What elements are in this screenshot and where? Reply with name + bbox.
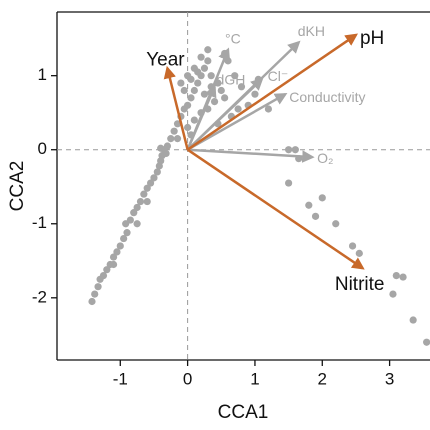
point xyxy=(311,212,320,220)
point xyxy=(140,190,148,198)
point xyxy=(153,168,161,176)
point xyxy=(94,283,102,291)
arrow-label: Cl⁻ xyxy=(268,68,289,84)
point xyxy=(399,273,407,281)
point xyxy=(221,94,229,102)
point xyxy=(130,209,138,217)
arrow-label: Conductivity xyxy=(289,89,365,105)
point xyxy=(88,297,96,306)
point xyxy=(133,220,141,228)
point xyxy=(332,220,340,228)
arrow xyxy=(186,33,359,151)
point xyxy=(143,184,151,192)
point xyxy=(305,201,313,209)
arrow-label: dKH xyxy=(298,23,325,39)
point xyxy=(423,338,430,346)
point xyxy=(231,72,239,80)
x-tick-label: 3 xyxy=(385,369,394,388)
arrow-label: Year xyxy=(146,49,185,70)
point xyxy=(173,120,182,128)
point xyxy=(237,83,246,91)
point xyxy=(204,57,212,65)
arrow xyxy=(186,92,288,151)
arrow-label: O₂ xyxy=(317,150,333,166)
point xyxy=(170,127,178,135)
point xyxy=(285,146,293,154)
point xyxy=(146,179,155,187)
point xyxy=(187,94,195,102)
point xyxy=(173,135,182,143)
point xyxy=(194,79,202,87)
point xyxy=(200,64,209,72)
point xyxy=(194,68,202,76)
y-tick-label: 1 xyxy=(38,65,47,84)
point xyxy=(143,197,151,206)
point xyxy=(355,249,363,257)
point xyxy=(409,316,417,324)
point xyxy=(318,194,326,202)
arrow-label: °C xyxy=(225,30,241,46)
x-tick-label: -1 xyxy=(113,369,128,388)
point xyxy=(200,90,209,98)
y-tick-label: 0 xyxy=(38,139,47,158)
arrow-label: pH xyxy=(360,28,384,49)
x-tick-label: 0 xyxy=(183,369,192,388)
x-tick-label: 1 xyxy=(250,369,259,388)
point xyxy=(163,142,172,150)
point xyxy=(116,242,124,250)
point xyxy=(167,135,175,143)
y-axis-title: CCA2 xyxy=(7,161,28,212)
y-tick-label: -1 xyxy=(32,213,47,232)
point xyxy=(285,179,293,187)
point xyxy=(126,216,134,224)
arrow xyxy=(187,148,315,163)
point xyxy=(113,248,121,256)
point xyxy=(389,290,397,298)
arrow xyxy=(186,40,301,151)
point xyxy=(234,105,242,113)
point xyxy=(109,260,118,269)
point xyxy=(157,144,165,152)
point xyxy=(99,271,108,280)
point xyxy=(190,116,198,124)
point xyxy=(392,271,400,280)
x-axis-title: CCA1 xyxy=(218,402,269,423)
arrow xyxy=(186,84,217,151)
arrow xyxy=(186,148,365,270)
x-tick-label: 2 xyxy=(318,369,327,388)
point xyxy=(109,253,118,261)
arrow-label: Nitrite xyxy=(335,274,385,295)
point xyxy=(210,97,219,106)
point xyxy=(190,86,198,95)
point xyxy=(217,86,225,95)
arrow-label: dGH xyxy=(217,71,246,87)
point xyxy=(348,242,357,250)
point xyxy=(150,174,158,182)
point xyxy=(133,203,141,212)
point xyxy=(162,149,170,158)
point xyxy=(123,229,131,237)
point xyxy=(91,290,99,298)
point xyxy=(251,90,259,98)
point xyxy=(103,266,111,274)
point xyxy=(187,75,195,83)
point xyxy=(184,101,192,109)
y-tick-label: -2 xyxy=(32,287,47,306)
point xyxy=(136,197,145,206)
arrow xyxy=(163,65,189,151)
point xyxy=(180,86,188,95)
point xyxy=(120,234,128,243)
point xyxy=(184,123,192,132)
point xyxy=(197,53,205,61)
point xyxy=(264,105,273,113)
point xyxy=(177,79,185,87)
point xyxy=(207,72,215,80)
point xyxy=(291,146,299,154)
point xyxy=(204,46,212,54)
